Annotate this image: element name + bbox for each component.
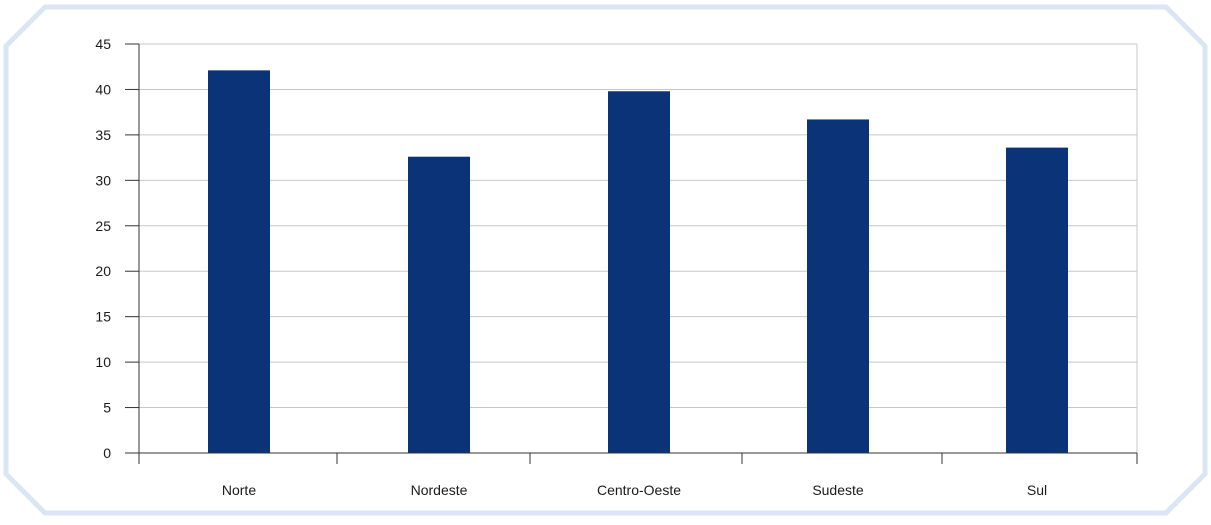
y-tick-label: 15 bbox=[95, 309, 111, 325]
bar-centro-oeste bbox=[608, 91, 670, 454]
x-axis-ticks: Norte Nordeste Centro-Oeste Sudeste Sul bbox=[138, 453, 1138, 498]
bar-sudeste bbox=[807, 119, 869, 453]
y-tick-label: 30 bbox=[95, 172, 111, 188]
x-tick-label: Nordeste bbox=[411, 482, 468, 498]
bars bbox=[208, 70, 1068, 454]
y-tick-label: 40 bbox=[95, 81, 111, 97]
x-tick-label: Norte bbox=[222, 482, 256, 498]
y-tick-label: 25 bbox=[95, 218, 111, 234]
bar-sul bbox=[1006, 147, 1068, 453]
bar-nordeste bbox=[408, 156, 470, 454]
chart-frame-border bbox=[3, 4, 1208, 516]
y-tick-label: 0 bbox=[103, 445, 111, 461]
y-tick-label: 35 bbox=[95, 127, 111, 143]
bar-norte bbox=[208, 70, 270, 453]
y-tick-label: 20 bbox=[95, 263, 111, 279]
x-tick-label: Sul bbox=[1027, 482, 1047, 498]
y-tick-label: 45 bbox=[95, 36, 111, 52]
y-tick-label: 5 bbox=[103, 400, 111, 416]
y-axis-ticks: 0 5 10 15 20 25 30 35 40 45 bbox=[95, 36, 139, 461]
y-tick-label: 10 bbox=[95, 354, 111, 370]
axes bbox=[125, 44, 1137, 454]
x-tick-label: Sudeste bbox=[812, 482, 864, 498]
x-tick-label: Centro-Oeste bbox=[597, 482, 681, 498]
